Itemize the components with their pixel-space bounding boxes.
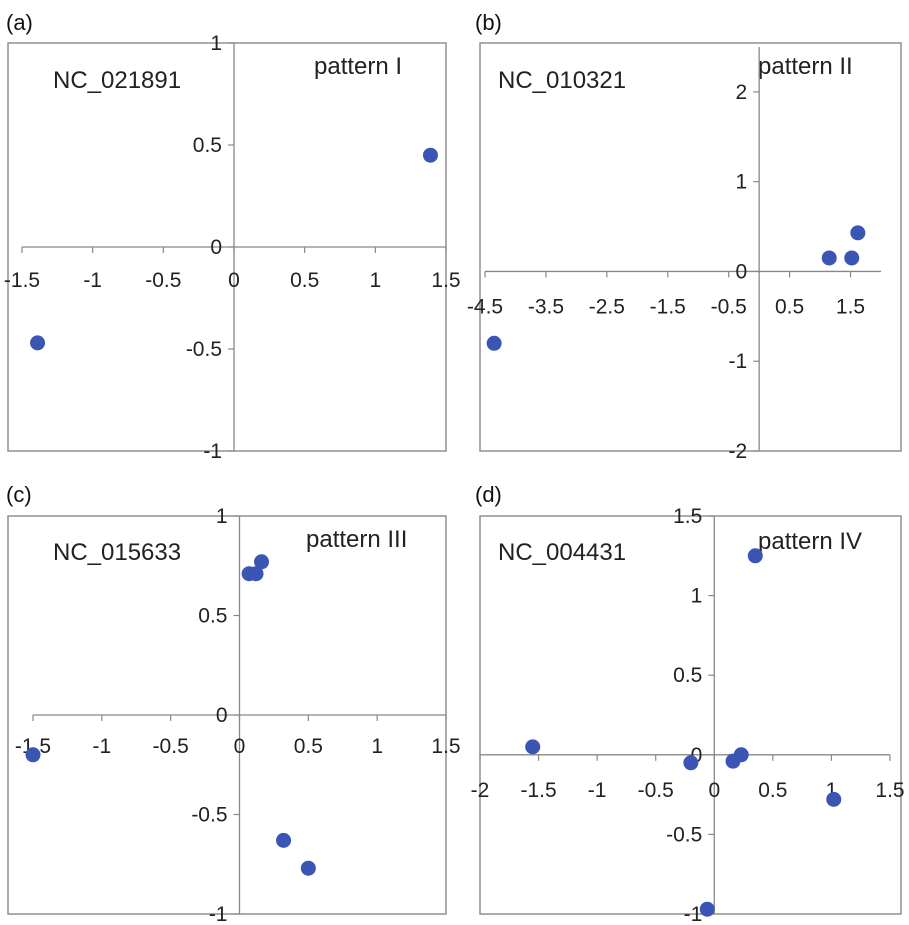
x-tick-label: 1 [371,735,383,758]
panel-c-axes: -1.5 -1 -0.5 0 0.5 1 1.5 1 0.5 0 -0.5 -1 [15,505,461,925]
x-tick-label: 0 [228,269,240,292]
data-point [733,747,749,763]
data-point [844,250,860,266]
data-point [699,901,715,917]
panel-d-label: (d) [475,482,502,507]
x-tick-label: 1.5 [836,295,865,318]
panel-d-axes: -2 -1.5 -1 -0.5 0 0.5 1 1.5 1.5 1 0.5 0 -0.5 -1 [471,505,905,925]
panel-b-points [486,225,866,351]
y-tick-label: 1 [735,171,747,194]
panel-b-axes: -4.5 -3.5 -2.5 -1.5 -0.5 0.5 1.5 2 1 0 -1 -2 [467,47,881,463]
data-point [300,860,316,876]
x-tick-label: 0.5 [290,269,319,292]
data-point [30,335,46,351]
panel-b-label: (b) [475,10,502,35]
y-tick-label: -1 [209,903,228,925]
data-point [747,548,763,564]
x-tick-label: -1.5 [15,735,51,758]
data-point [821,250,837,266]
x-tick-label: 0.5 [775,295,804,318]
y-tick-label: 0.5 [193,134,222,157]
x-tick-label: 1 [369,269,381,292]
panel-c-points [25,554,316,876]
x-tick-label: -2.5 [589,295,625,318]
y-tick-label: 1.5 [673,505,702,528]
x-tick-label: -2 [471,779,490,802]
x-tick-label: -1.5 [650,295,686,318]
data-point [826,791,842,807]
x-tick-label: -3.5 [528,295,564,318]
y-tick-label: -1 [684,903,703,925]
panel-b-pattern-label: pattern II [758,53,853,80]
x-tick-label: -1.5 [520,779,556,802]
data-point [683,755,699,771]
panel-a-axes: -1.5 -1 -0.5 0 0.5 1 1.5 1 0.5 0 -0.5 -1 [4,32,461,463]
panel-a-series-label: NC_021891 [53,67,181,94]
x-tick-label: 0 [708,779,720,802]
y-tick-label: 0 [691,744,703,767]
x-tick-label: -1 [588,779,607,802]
panel-d-pattern-label: pattern IV [758,528,862,555]
data-point [525,739,541,755]
panel-d-frame [479,515,902,915]
y-tick-label: 0.5 [198,605,227,628]
x-tick-label: 0.5 [294,735,323,758]
x-tick-label: 1.5 [431,269,460,292]
y-tick-label: 1 [210,32,222,55]
panel-b: (b) NC_010321 pattern II -4.5 -3.5 -2.5 -1.… [467,10,902,463]
panel-a-points [30,147,438,351]
panel-b-frame [479,42,902,452]
x-tick-label: 1.5 [431,735,460,758]
y-tick-label: -0.5 [186,338,222,361]
panel-d-points [525,548,842,917]
x-tick-label: -0.5 [153,735,189,758]
y-tick-label: 0 [216,704,228,727]
data-point [248,566,264,582]
x-tick-label: -0.5 [638,779,674,802]
data-point [486,335,502,351]
x-tick-label: -1 [83,269,102,292]
y-tick-label: -2 [728,440,747,463]
x-tick-label: 0 [234,735,246,758]
panel-d-series-label: NC_004431 [498,539,626,566]
data-point [276,832,292,848]
y-tick-label: -1 [728,350,747,373]
x-tick-label: -0.5 [145,269,181,292]
x-tick-label: -1 [92,735,111,758]
x-tick-label: 1.5 [875,779,904,802]
y-tick-label: 0 [735,260,747,283]
x-tick-label: -1.5 [4,269,40,292]
x-tick-label: 1 [826,779,838,802]
data-point [25,747,41,763]
x-tick-label: -4.5 [467,295,503,318]
y-tick-label: 1 [691,585,703,608]
panel-c-pattern-label: pattern III [306,526,407,553]
panel-d: (d) NC_004431 pattern IV -2 -1.5 -1 -0.5 0 0.… [471,482,905,925]
panel-c-series-label: NC_015633 [53,539,181,566]
panel-b-series-label: NC_010321 [498,67,626,94]
panel-c-label: (c) [6,482,32,507]
y-tick-label: 0 [210,236,222,259]
y-tick-label: -0.5 [191,804,227,827]
y-tick-label: 2 [735,81,747,104]
x-tick-label: 0.5 [758,779,787,802]
panel-c: (c) NC_015633 pattern III -1.5 -1 -0.5 0 0.5… [6,482,461,925]
x-tick-label: -0.5 [711,295,747,318]
y-tick-label: -1 [203,440,222,463]
panel-a-label: (a) [6,10,33,35]
panel-a-pattern-label: pattern I [314,53,402,80]
panel-a: (a) NC_021891 pattern I -1.5 -1 -0.5 0 0.5 1 1… [4,10,461,463]
y-tick-label: 0.5 [673,664,702,687]
y-tick-label: -0.5 [666,823,702,846]
data-point [422,147,438,163]
data-point [850,225,866,241]
y-tick-label: 1 [216,505,228,528]
data-point [254,554,270,570]
